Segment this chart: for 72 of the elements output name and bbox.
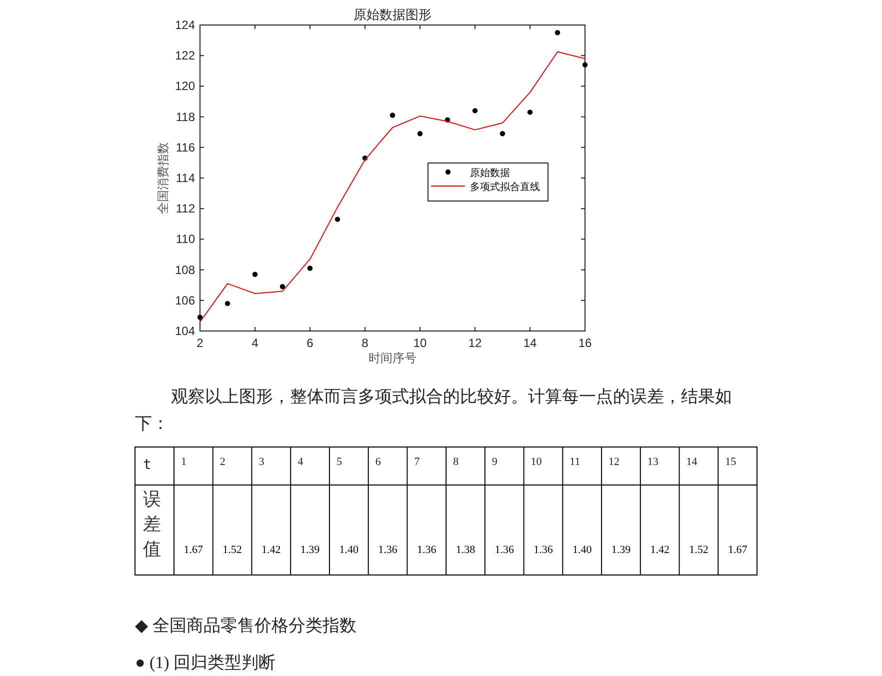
point xyxy=(390,112,396,118)
data-label: 1.36 xyxy=(417,544,437,556)
x-tick-label: 2 xyxy=(220,456,226,468)
x-tick-label: 14 xyxy=(686,456,698,468)
data-label: 1.38 xyxy=(456,544,476,556)
text: ● (1) 回归类型判断 xyxy=(135,653,276,672)
x-tick-label: 13 xyxy=(647,456,659,468)
y-axis-title: 全国消费指数 xyxy=(156,142,170,214)
data-label: 1.36 xyxy=(494,544,514,556)
x-tick-label: 5 xyxy=(336,456,342,468)
data-label: 1.40 xyxy=(339,544,360,556)
data-label: 1.42 xyxy=(650,544,670,556)
x-tick-label: 14 xyxy=(523,336,537,350)
x-tick-label: 2 xyxy=(196,336,204,350)
point xyxy=(527,110,533,115)
x-tick-label: 9 xyxy=(492,456,498,468)
y-tick-label: 误差值 xyxy=(143,489,161,559)
data-label: 1.40 xyxy=(572,544,592,556)
x-axis-title: 时间序号 xyxy=(368,351,416,365)
x-tick-label: 12 xyxy=(608,456,620,468)
y-tick-label: 104 xyxy=(174,324,196,338)
x-tick-label: 8 xyxy=(453,456,460,468)
y-tick-label: 116 xyxy=(176,140,196,154)
point xyxy=(582,62,588,68)
data-label: 1.39 xyxy=(611,544,632,556)
x-tick-label: 6 xyxy=(306,336,314,350)
x-tick-label: 8 xyxy=(362,336,369,350)
x-tick-label: 11 xyxy=(570,456,580,468)
x-tick-label: 4 xyxy=(252,336,259,350)
point xyxy=(197,314,203,320)
x-tick-label: 16 xyxy=(578,336,592,350)
y-tick-label: 106 xyxy=(174,293,196,308)
point xyxy=(472,108,478,114)
x-tick-label: 12 xyxy=(468,336,482,350)
data-label: 1.52 xyxy=(222,544,242,556)
y-tick-label: 122 xyxy=(174,48,196,63)
x-tick-label: 10 xyxy=(530,456,542,468)
point xyxy=(417,131,423,136)
y-tick-label: 112 xyxy=(176,202,196,216)
point xyxy=(500,131,506,136)
x-tick-label: 3 xyxy=(258,456,265,468)
data-label: 1.52 xyxy=(689,544,708,556)
x-tick-label: 4 xyxy=(298,456,304,468)
point xyxy=(224,300,230,306)
x-tick-label: 15 xyxy=(725,456,737,468)
x-tick-label: 7 xyxy=(414,456,420,468)
y-tick-label: 124 xyxy=(174,18,196,32)
data-label: 1.42 xyxy=(262,544,281,556)
data-label: 1.67 xyxy=(728,544,748,556)
y-tick-label: 118 xyxy=(176,110,196,124)
data-label: 1.67 xyxy=(184,544,204,556)
x-tick-label: 10 xyxy=(413,336,427,350)
point xyxy=(334,216,340,222)
y-tick-label: 120 xyxy=(174,79,196,94)
text: ◆ 全国商品零售价格分类指数 xyxy=(135,616,356,635)
point xyxy=(307,266,313,271)
chart-title: 观察以上图形，整体而言多项式拟合的比较好。计算每一点的误差，结果如下： xyxy=(135,386,733,435)
x-tick-label: 1 xyxy=(181,456,186,468)
y-tick-label: 110 xyxy=(176,232,196,246)
legend-label: 原始数据 xyxy=(470,167,510,179)
data-label: 1.36 xyxy=(534,544,554,556)
legend-label: 多项式拟合直线 xyxy=(470,181,540,193)
data-label: 1.39 xyxy=(300,544,320,556)
point xyxy=(280,284,286,290)
point xyxy=(554,30,560,36)
y-tick-label: 108 xyxy=(174,262,196,277)
point xyxy=(252,272,258,277)
y-tick-label: 114 xyxy=(176,171,196,185)
x-tick-label: 6 xyxy=(375,456,382,468)
chart-title: 原始数据图形 xyxy=(354,7,432,22)
x-axis-title: t xyxy=(143,457,152,473)
data-label: 1.36 xyxy=(378,544,398,556)
